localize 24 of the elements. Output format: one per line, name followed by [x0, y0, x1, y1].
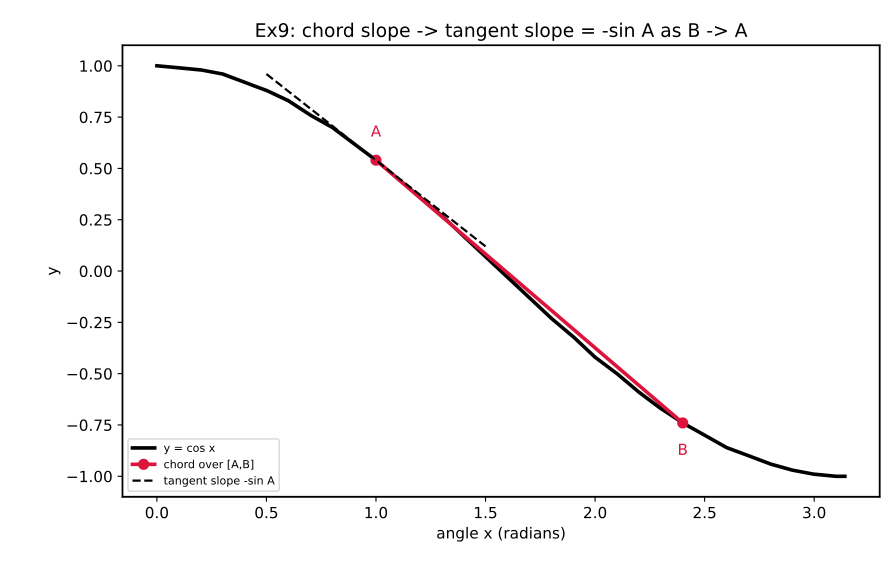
- annotation: B: [678, 444, 687, 455]
- y-tick-label: −0.50: [68, 368, 112, 380]
- legend-label: chord over [A,B]: [164, 460, 254, 470]
- legend-label: y = cos x: [164, 446, 215, 454]
- y-tick-label: −0.25: [68, 316, 112, 328]
- y-tick-label: 0.75: [80, 112, 112, 124]
- x-axis-title: angle x (radians): [437, 526, 565, 542]
- legend-label: tangent slope -sin A: [164, 476, 275, 487]
- x-tick-label: 2.0: [584, 506, 606, 518]
- x-tick-label: 1.0: [366, 506, 388, 518]
- x-tick-label: 3.0: [803, 506, 826, 518]
- y-tick-label: 0.50: [80, 162, 112, 174]
- y-tick-label: −0.75: [68, 419, 112, 431]
- y-tick-label: 0.25: [80, 214, 112, 226]
- annotation: A: [370, 126, 382, 137]
- y-tick-label: 1.00: [80, 60, 112, 72]
- y-tick-label: −1.00: [68, 470, 112, 482]
- x-tick-label: 1.5: [475, 506, 496, 518]
- chart-title: Ex9: chord slope -> tangent slope = -sin A as B -> A: [256, 22, 748, 41]
- y-axis-title: y: [48, 266, 60, 276]
- y-tick-label: 0.00: [80, 265, 112, 278]
- x-tick-label: 0.5: [255, 506, 278, 518]
- x-tick-label: 0.0: [146, 506, 168, 518]
- x-tick-label: 2.5: [694, 506, 716, 518]
